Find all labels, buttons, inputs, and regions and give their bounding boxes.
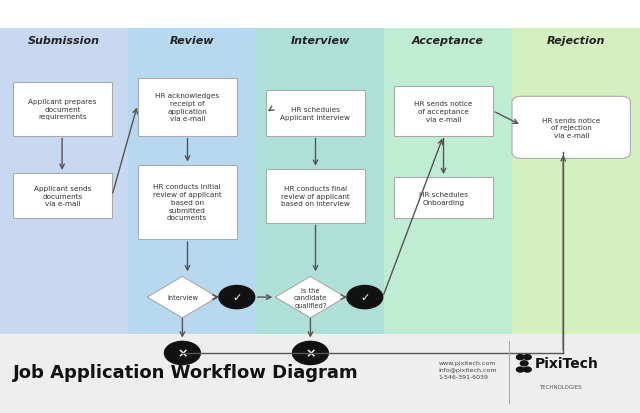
FancyBboxPatch shape bbox=[256, 29, 384, 335]
FancyBboxPatch shape bbox=[394, 87, 493, 136]
Text: Interview: Interview bbox=[291, 36, 349, 46]
Text: Applicant sends
documents
via e-mail: Applicant sends documents via e-mail bbox=[34, 185, 91, 207]
Circle shape bbox=[524, 355, 531, 360]
Circle shape bbox=[292, 342, 328, 365]
Text: HR sends notice
of rejection
via e-mail: HR sends notice of rejection via e-mail bbox=[542, 117, 600, 139]
Polygon shape bbox=[147, 277, 218, 318]
Circle shape bbox=[347, 286, 383, 309]
Text: Interview: Interview bbox=[167, 294, 198, 300]
FancyBboxPatch shape bbox=[128, 29, 256, 335]
Text: HR conducts initial
review of applicant
based on
submitted
documents: HR conducts initial review of applicant … bbox=[153, 184, 221, 221]
Text: HR acknowledges
receipt of
application
via e-mail: HR acknowledges receipt of application v… bbox=[155, 93, 220, 122]
Circle shape bbox=[520, 361, 528, 366]
Text: ✓: ✓ bbox=[360, 292, 369, 302]
FancyBboxPatch shape bbox=[0, 335, 640, 413]
Circle shape bbox=[219, 286, 255, 309]
Circle shape bbox=[524, 367, 531, 372]
FancyBboxPatch shape bbox=[13, 173, 112, 219]
FancyBboxPatch shape bbox=[266, 91, 365, 136]
Circle shape bbox=[164, 342, 200, 365]
Text: Applicant prepares
document
requirements: Applicant prepares document requirements bbox=[28, 99, 97, 120]
Text: ×: × bbox=[305, 347, 316, 360]
Text: HR conducts final
review of applicant
based on interview: HR conducts final review of applicant ba… bbox=[281, 185, 349, 207]
FancyBboxPatch shape bbox=[512, 97, 630, 159]
FancyBboxPatch shape bbox=[138, 78, 237, 136]
FancyBboxPatch shape bbox=[512, 29, 640, 335]
Polygon shape bbox=[275, 277, 346, 318]
Text: Submission: Submission bbox=[28, 36, 100, 46]
FancyBboxPatch shape bbox=[266, 169, 365, 223]
Text: HR schedules
Applicant Interview: HR schedules Applicant Interview bbox=[280, 107, 350, 121]
Text: Review: Review bbox=[170, 36, 214, 46]
Circle shape bbox=[516, 355, 524, 360]
Text: www.pixitech.com
info@pixitech.com
1-546-391-6039: www.pixitech.com info@pixitech.com 1-546… bbox=[438, 360, 497, 380]
Text: ×: × bbox=[177, 347, 188, 360]
FancyBboxPatch shape bbox=[138, 165, 237, 240]
Text: Acceptance: Acceptance bbox=[412, 36, 484, 46]
Text: TECHNOLOGIES: TECHNOLOGIES bbox=[540, 384, 582, 389]
FancyBboxPatch shape bbox=[394, 178, 493, 219]
Text: Is the
candidate
qualified?: Is the candidate qualified? bbox=[294, 287, 327, 308]
Circle shape bbox=[516, 367, 524, 372]
FancyBboxPatch shape bbox=[0, 29, 128, 335]
Text: PixiTech: PixiTech bbox=[534, 356, 598, 370]
FancyBboxPatch shape bbox=[384, 29, 512, 335]
Text: ✓: ✓ bbox=[232, 292, 241, 302]
Text: HR sends notice
of acceptance
via e-mail: HR sends notice of acceptance via e-mail bbox=[414, 101, 472, 122]
Text: Rejection: Rejection bbox=[547, 36, 605, 46]
Text: HR schedules
Onboarding: HR schedules Onboarding bbox=[419, 191, 468, 205]
FancyBboxPatch shape bbox=[13, 83, 112, 136]
Text: Job Application Workflow Diagram: Job Application Workflow Diagram bbox=[13, 363, 358, 381]
